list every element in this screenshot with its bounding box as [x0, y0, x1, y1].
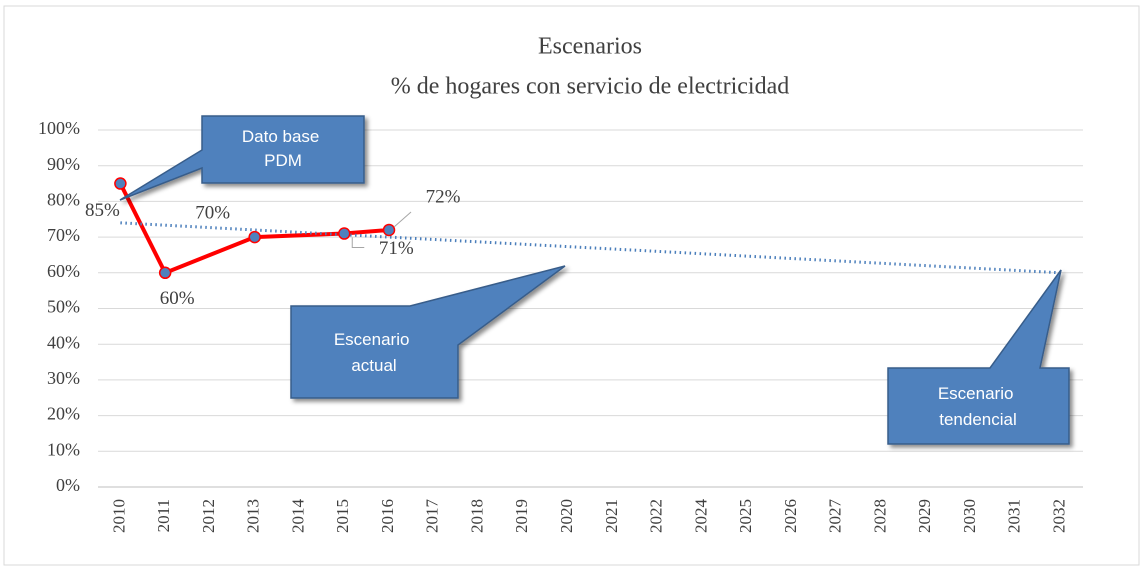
callout-line: Escenario [938, 384, 1014, 403]
y-tick-label: 90% [47, 154, 80, 174]
x-tick-label: 2026 [781, 499, 800, 533]
x-tick-label: 2030 [960, 499, 979, 533]
callout-text: Dato base PDM [242, 127, 324, 170]
marker [158, 266, 172, 280]
y-tick-label: 40% [47, 332, 80, 352]
callouts: Dato base PDM Escenario actual Escenario… [119, 115, 1070, 445]
plot: 0% 10% 20% 30% 40% 50% 60% 70% 80% 90% 100% 2010 201… [38, 118, 1083, 533]
series-line [120, 221, 1061, 275]
y-tick-label: 80% [47, 190, 80, 210]
callout-text: Escenario tendencial [938, 384, 1018, 429]
callout-shape [119, 115, 365, 201]
callout-line: Dato base [242, 127, 320, 146]
y-tick-label: 50% [47, 297, 80, 317]
x-tick-label: 2018 [467, 499, 486, 533]
callout-line: Escenario [334, 330, 410, 349]
label-leader [393, 211, 412, 228]
x-tick-label: 2021 [602, 499, 621, 533]
data-label: 85% [85, 200, 120, 221]
marker [114, 177, 127, 190]
x-tick-label: 2020 [557, 499, 576, 533]
label-leader [351, 237, 365, 249]
x-tick-label: 2024 [691, 499, 710, 534]
x-tick-label: 2025 [736, 499, 755, 533]
x-tick-label: 2019 [512, 499, 531, 533]
x-tick-label: 2010 [109, 499, 128, 533]
y-tick-label: 10% [47, 439, 80, 459]
x-tick-label: 2017 [423, 499, 442, 534]
callout-shape [887, 269, 1070, 445]
y-tick-label: 70% [47, 225, 80, 245]
marker [382, 223, 396, 237]
callout-text: Escenario actual [334, 330, 414, 375]
marker [248, 230, 261, 244]
chart-title: Escenarios [538, 34, 642, 60]
callout-line: actual [351, 356, 396, 375]
y-tick-label: 30% [47, 368, 80, 388]
x-tick-label: 2012 [199, 499, 218, 533]
y-tick-label: 20% [47, 404, 80, 424]
y-tick-label: 0% [56, 475, 80, 495]
x-tick-label: 2015 [333, 499, 352, 533]
x-tick-label: 2013 [244, 499, 263, 533]
data-label: 60% [160, 288, 195, 309]
x-tick-label: 2022 [647, 499, 666, 533]
x-tick-label: 2032 [1050, 499, 1069, 533]
data-label: 71% [379, 238, 414, 259]
data-label: 72% [426, 186, 461, 207]
marker [338, 227, 351, 240]
x-tick-label: 2031 [1005, 499, 1024, 533]
x-tick-label: 2016 [378, 499, 397, 533]
x-tick-label: 2027 [826, 499, 845, 534]
frame [3, 5, 1140, 566]
callout-shape [290, 265, 566, 399]
data-label: 70% [195, 202, 230, 223]
callout-line: tendencial [939, 410, 1017, 429]
x-tick-label: 2028 [870, 499, 889, 533]
chart-subtitle: % de hogares con servicio de electricida… [391, 74, 789, 100]
callout-line: PDM [264, 151, 302, 170]
y-tick-label: 100% [38, 118, 80, 138]
x-tick-label: 2029 [915, 499, 934, 533]
x-tick-label: 2011 [154, 499, 173, 532]
y-tick-label: 60% [47, 261, 80, 281]
x-tick-label: 2014 [288, 499, 307, 534]
